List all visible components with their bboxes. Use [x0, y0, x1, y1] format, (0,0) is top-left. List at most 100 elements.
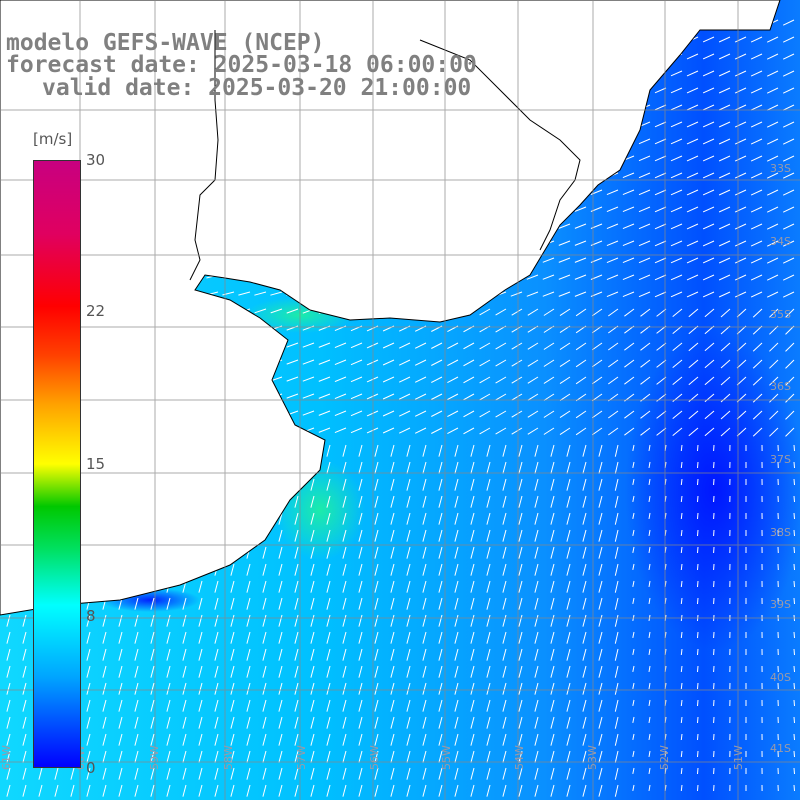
wind-arrow: [358, 614, 363, 627]
wind-arrow: [550, 444, 555, 457]
wind-arrow: [782, 172, 795, 179]
wind-arrow: [785, 376, 795, 386]
wind-arrow: [358, 767, 363, 780]
wind-arrow: [294, 648, 299, 661]
wind-arrow: [470, 580, 475, 593]
wind-arrow: [406, 614, 411, 627]
wind-arrow: [470, 784, 475, 797]
wind-arrow: [598, 461, 603, 474]
lat-label: 37S: [770, 453, 791, 466]
wind-arrow: [310, 512, 315, 525]
wind-arrow: [566, 444, 571, 457]
wind-arrow: [470, 563, 475, 576]
wind-arrow: [686, 240, 699, 247]
wind-arrow: [246, 699, 251, 712]
wind-arrow: [702, 53, 715, 60]
wind-arrow: [638, 223, 651, 230]
wind-arrow: [374, 563, 379, 576]
wind-arrow: [702, 291, 715, 298]
wind-arrow: [566, 682, 571, 695]
wind-arrow: [720, 410, 731, 420]
wind-arrow: [454, 682, 459, 695]
wind-arrow: [614, 529, 619, 542]
wind-arrow: [720, 308, 731, 318]
wind-arrow: [326, 563, 331, 576]
wind-arrow: [734, 70, 747, 77]
wind-arrow: [752, 308, 763, 318]
wind-arrow: [672, 410, 683, 419]
wind-arrow: [286, 376, 299, 382]
wind-arrow: [680, 546, 683, 554]
wind-arrow: [102, 716, 107, 729]
wind-arrow: [702, 104, 715, 111]
wind-arrow: [150, 767, 155, 780]
wind-arrow: [686, 257, 699, 264]
wind-arrow: [591, 359, 603, 368]
wind-arrow: [582, 750, 587, 763]
wind-arrow: [463, 376, 475, 384]
wind-arrow: [390, 784, 395, 797]
wind-arrow: [134, 733, 139, 746]
wind-arrow: [782, 36, 795, 43]
wind-arrow: [542, 274, 555, 280]
wind-arrow: [406, 495, 411, 508]
wind-arrow: [511, 308, 523, 316]
wind-arrow: [648, 631, 651, 638]
wind-arrow: [422, 597, 427, 610]
wind-arrow: [262, 648, 267, 661]
wind-arrow: [150, 682, 155, 695]
lon-label: 56W: [368, 745, 381, 770]
wind-arrow: [479, 410, 491, 418]
wind-arrow: [118, 614, 123, 627]
wind-arrow: [582, 767, 587, 780]
wind-arrow: [582, 665, 587, 678]
wind-arrow: [470, 716, 475, 729]
wind-arrow: [518, 733, 523, 746]
wind-arrow: [534, 716, 539, 729]
wind-arrow: [278, 733, 283, 746]
wind-arrow: [598, 614, 603, 627]
wind-arrow: [374, 767, 379, 780]
wind-arrow: [438, 597, 443, 610]
wind-arrow: [769, 359, 779, 369]
wind-arrow: [550, 750, 555, 763]
wind-arrow: [566, 461, 571, 474]
wind-arrow: [614, 563, 619, 576]
wind-arrow: [632, 444, 635, 451]
wind-arrow: [550, 563, 555, 576]
wind-arrow: [470, 597, 475, 610]
wind-arrow: [670, 291, 683, 298]
wind-arrow: [518, 580, 523, 593]
wind-arrow: [326, 767, 331, 780]
wind-arrow: [342, 597, 347, 610]
wind-arrow: [310, 648, 315, 661]
wind-arrow: [150, 716, 155, 729]
wind-arrow: [454, 563, 459, 576]
wind-arrow: [793, 529, 795, 537]
wind-arrow: [230, 750, 235, 763]
wind-arrow: [614, 580, 619, 593]
wind-arrow: [294, 529, 299, 542]
wind-arrow: [750, 291, 763, 298]
wind-arrow: [566, 580, 571, 593]
wind-arrow: [550, 784, 555, 797]
wind-arrow: [454, 478, 459, 491]
wind-arrow: [550, 546, 555, 559]
wind-arrow: [688, 410, 699, 420]
wind-arrow: [718, 87, 731, 94]
wind-arrow: [294, 750, 299, 763]
wind-arrow: [6, 614, 11, 627]
wind-arrow: [766, 257, 779, 264]
wind-arrow: [766, 104, 779, 111]
wind-arrow: [278, 767, 283, 780]
wind-arrow: [102, 682, 107, 695]
wind-arrow: [318, 427, 331, 433]
wind-arrow: [22, 733, 27, 746]
wind-arrow: [486, 461, 491, 474]
wind-arrow: [518, 784, 523, 797]
wind-arrow: [486, 733, 491, 746]
wind-arrow: [518, 750, 523, 763]
wind-arrow: [688, 308, 699, 318]
wind-arrow: [447, 427, 459, 435]
